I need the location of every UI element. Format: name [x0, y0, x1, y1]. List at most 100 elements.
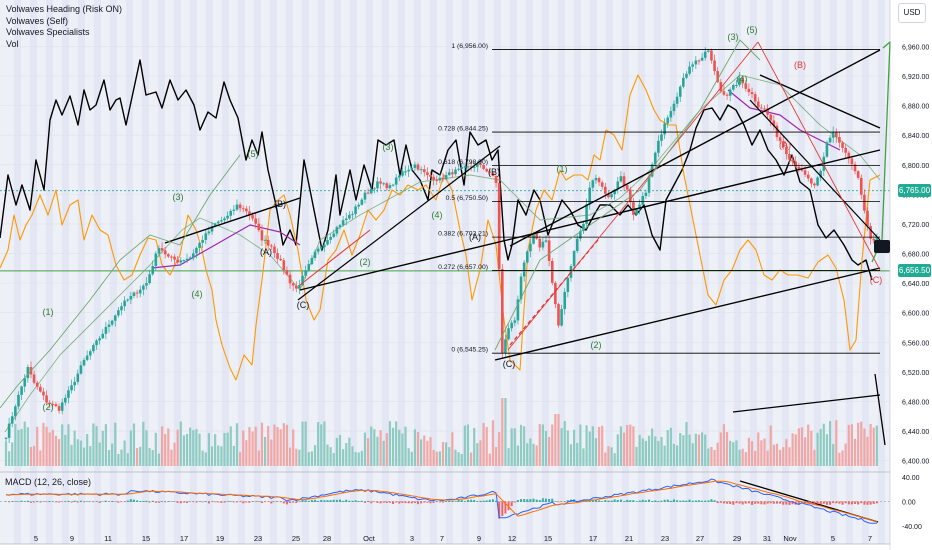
macd-histogram-bar — [616, 499, 619, 502]
ma-purple-line — [727, 89, 841, 151]
time-axis-tick: 31 — [763, 534, 771, 543]
indicator-label[interactable]: Volwaves Specialists — [6, 27, 90, 37]
macd-histogram-bar — [117, 501, 120, 503]
candle-body — [819, 170, 822, 178]
volume-bar — [654, 436, 657, 466]
macd-histogram-bar — [54, 501, 57, 503]
volume-bar — [566, 430, 569, 466]
volume-bar — [635, 446, 638, 466]
candle-body — [672, 103, 676, 112]
candle-body — [501, 268, 504, 353]
macd-histogram-bar — [816, 501, 819, 504]
macd-legend[interactable]: MACD (12, 26, close) — [5, 477, 92, 487]
currency-button[interactable]: USD — [898, 3, 926, 23]
volume-bar — [57, 438, 61, 466]
volume-bar — [360, 450, 363, 466]
indicator-label[interactable]: Volwaves (Self) — [6, 15, 69, 26]
macd-histogram-bar — [326, 500, 329, 502]
volume-bar — [401, 433, 404, 466]
macd-histogram-bar — [317, 500, 320, 502]
wave-label: (1) — [43, 307, 54, 317]
candle-body — [519, 276, 523, 300]
candle-body — [226, 215, 229, 219]
macd-histogram-bar — [335, 499, 338, 502]
candle-body — [588, 187, 592, 205]
macd-histogram-bar — [179, 501, 182, 504]
volume-bar — [132, 423, 136, 466]
volume-bar — [86, 433, 89, 466]
macd-histogram-bar — [310, 499, 313, 502]
volume-bar — [794, 434, 797, 466]
trendline — [757, 41, 881, 271]
indicator-label[interactable]: Vol — [6, 38, 19, 49]
volume-bar — [14, 423, 17, 466]
macd-histogram-bar — [672, 499, 675, 502]
macd-histogram-bar — [89, 501, 92, 502]
macd-histogram-bar — [535, 499, 538, 502]
volume-bar — [738, 449, 741, 466]
volume-bar — [195, 429, 198, 466]
candle-body — [132, 292, 136, 296]
time-axis-tick: 11 — [104, 534, 112, 543]
candle-body — [563, 291, 567, 310]
volume-bar — [101, 430, 104, 466]
macd-histogram-bar — [189, 501, 192, 502]
candle-body — [713, 60, 716, 72]
candle-body — [847, 152, 851, 159]
candle-body — [7, 423, 11, 438]
volume-bar — [779, 449, 782, 466]
volume-bar — [666, 430, 669, 466]
volume-bar — [679, 433, 682, 466]
volume-bar — [825, 434, 829, 466]
volume-bar — [376, 436, 379, 466]
candle-body — [504, 339, 507, 353]
candle-body — [535, 233, 538, 239]
volume-bar — [526, 443, 529, 466]
candle-body — [195, 247, 198, 254]
macd-histogram-bar — [148, 501, 151, 503]
macd-histogram-bar — [457, 500, 460, 502]
candle-body — [120, 306, 123, 311]
volume-bar — [479, 440, 482, 466]
candle-body — [866, 210, 869, 227]
macd-histogram-bar — [704, 500, 707, 502]
wave-outline — [0, 154, 241, 409]
volume-bar — [189, 427, 192, 466]
candle-body — [51, 403, 55, 405]
macd-histogram-bar — [829, 501, 832, 505]
volume-bar — [198, 433, 201, 466]
candle-body — [594, 178, 598, 181]
macd-histogram-bar — [217, 501, 220, 503]
macd-histogram-bar — [579, 500, 582, 502]
macd-histogram-bar — [270, 501, 273, 504]
volume-bar — [107, 450, 111, 466]
candle-body — [600, 182, 604, 187]
macd-histogram-bar — [754, 501, 757, 504]
volume-bar — [573, 429, 576, 466]
macd-histogram-bar — [607, 500, 610, 502]
volume-bar — [469, 452, 473, 466]
macd-histogram-bar — [520, 499, 523, 502]
indicator-label[interactable]: Volwaves Heading (Risk ON) — [6, 4, 123, 14]
volume-bar — [413, 429, 417, 466]
wave-label: (A) — [779, 140, 791, 150]
volume-bar — [435, 451, 438, 466]
volume-bar — [622, 432, 626, 466]
candle-body — [838, 137, 841, 143]
macd-histogram-bar — [769, 501, 772, 504]
candle-body — [107, 324, 111, 327]
macd-histogram-bar — [676, 500, 679, 502]
vertical-band — [334, 0, 341, 544]
volume-bar — [232, 445, 235, 466]
candle-body — [451, 172, 454, 175]
macd-histogram-bar — [136, 500, 139, 502]
candle-body — [354, 206, 357, 215]
macd-histogram-bar — [395, 501, 398, 503]
candle-body — [182, 260, 186, 262]
macd-histogram-bar — [470, 499, 473, 502]
volume-bar — [538, 424, 541, 466]
macd-histogram-bar — [223, 501, 226, 503]
volwaves-heading-line — [0, 59, 873, 281]
candle-body — [282, 260, 286, 271]
